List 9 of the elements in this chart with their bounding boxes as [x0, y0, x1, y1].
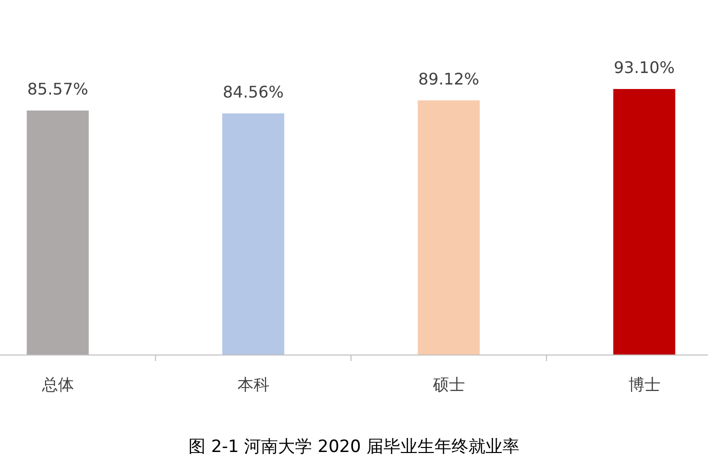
x-tick-label: 总体 — [40, 375, 74, 394]
x-tick-label: 博士 — [628, 375, 660, 394]
x-tick-label: 硕士 — [432, 375, 465, 394]
data-label: 93.10% — [614, 58, 675, 77]
x-tick-label: 本科 — [237, 375, 270, 394]
data-label: 85.57% — [27, 80, 88, 99]
text: 图 2-1 河南大学 2020 届毕业生年终就业率 — [188, 437, 520, 457]
data-label: 84.56% — [222, 82, 284, 102]
data-label: 89.12% — [418, 69, 480, 88]
